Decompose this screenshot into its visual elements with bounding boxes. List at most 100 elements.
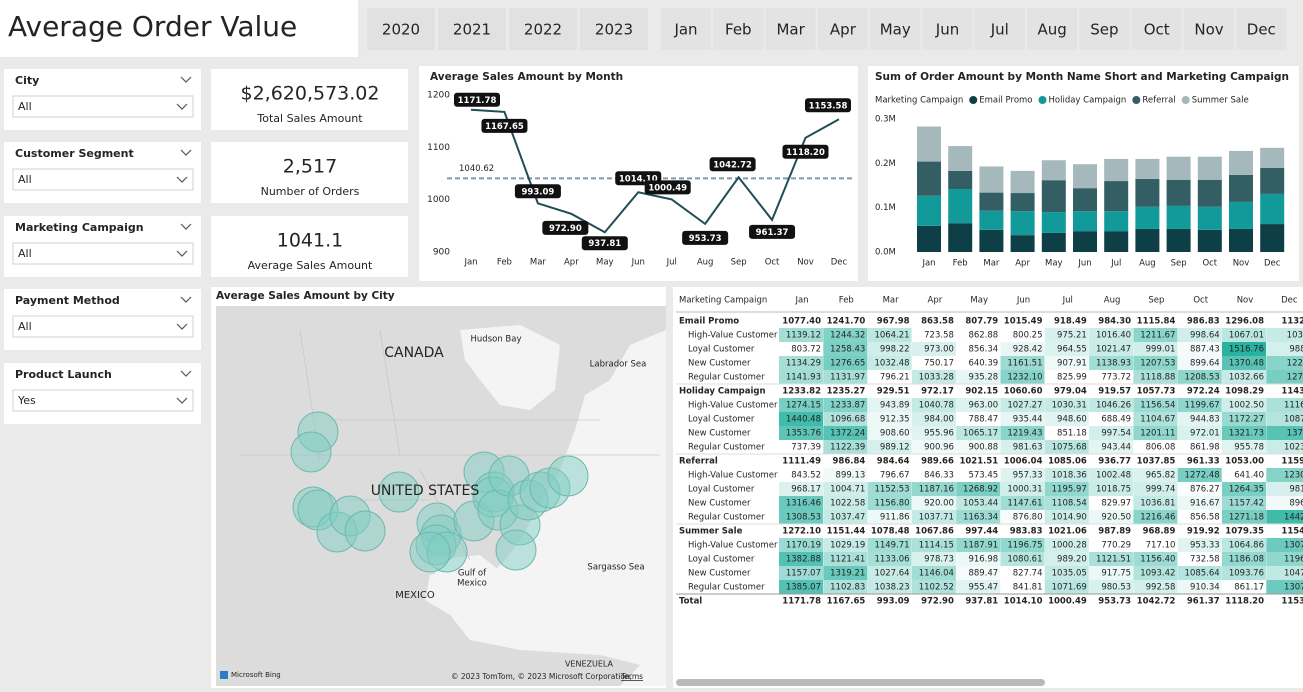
bar-segment[interactable]	[1166, 156, 1191, 180]
slicer-dropdown[interactable]	[12, 95, 194, 118]
bar-segment[interactable]	[917, 126, 941, 162]
map-terms[interactable]: Terms	[620, 672, 643, 681]
city-bubble[interactable]	[547, 455, 589, 497]
bar-segment[interactable]	[1104, 231, 1129, 252]
bar-segment[interactable]	[1104, 158, 1129, 182]
bar-segment[interactable]	[1260, 193, 1285, 225]
month-button[interactable]	[1184, 8, 1234, 50]
bar-segment[interactable]	[1197, 179, 1222, 207]
matrix-cell-bg	[823, 496, 868, 510]
bar-segment[interactable]	[1010, 235, 1035, 252]
month-button[interactable]	[922, 8, 973, 50]
bar-segment[interactable]	[1260, 167, 1285, 194]
city-bubble[interactable]	[409, 531, 451, 573]
matrix-cell: 843.52	[791, 471, 821, 481]
header-card	[0, 0, 358, 57]
bar-segment[interactable]	[1166, 205, 1191, 229]
bar-segment[interactable]	[948, 146, 973, 171]
data-label-box	[581, 236, 628, 251]
slicer-dropdown[interactable]	[12, 168, 194, 191]
year-button[interactable]	[367, 8, 435, 50]
matrix-row-label: Regular Customer	[688, 513, 765, 523]
legend-label[interactable]: Referral	[1142, 96, 1175, 106]
bar-segment[interactable]	[1041, 160, 1066, 181]
y-tick-label: 900	[433, 248, 450, 258]
legend-label[interactable]: Email Promo	[979, 96, 1032, 106]
city-bubble[interactable]	[495, 529, 537, 571]
matrix-cell: 1147.61	[1007, 499, 1042, 509]
bar-segment[interactable]	[1041, 180, 1066, 213]
bar-segment[interactable]	[1135, 228, 1160, 252]
bar-segment[interactable]	[1104, 211, 1129, 232]
bar-segment[interactable]	[1197, 229, 1222, 252]
bar-segment[interactable]	[1073, 211, 1097, 232]
slicer-dropdown[interactable]	[12, 242, 194, 265]
year-button[interactable]	[509, 8, 577, 50]
bar-segment[interactable]	[948, 189, 973, 224]
bar-segment[interactable]	[1073, 231, 1097, 252]
x-tick-label: Apr	[564, 258, 579, 268]
bar-segment[interactable]	[1229, 228, 1253, 252]
matrix-cell: 723.58	[924, 331, 954, 341]
bar-segment[interactable]	[1073, 188, 1097, 212]
bar-segment[interactable]	[1010, 211, 1035, 236]
month-button[interactable]	[1131, 8, 1182, 50]
month-button[interactable]	[661, 8, 711, 50]
bar-segment[interactable]	[1010, 193, 1035, 212]
year-button[interactable]	[438, 8, 506, 50]
bar-segment[interactable]	[979, 229, 1004, 252]
matrix-cell-bg	[823, 356, 868, 370]
slicer-dropdown[interactable]	[12, 389, 194, 412]
bar-segment[interactable]	[917, 225, 941, 252]
city-bubble[interactable]	[378, 471, 420, 513]
bar-segment[interactable]	[979, 210, 1004, 230]
scrollbar[interactable]	[676, 679, 1045, 686]
bar-segment[interactable]	[1104, 181, 1129, 212]
bar-segment[interactable]	[1010, 170, 1035, 194]
bar-segment[interactable]	[1135, 158, 1160, 179]
bar-segment[interactable]	[1166, 179, 1191, 206]
bar-segment[interactable]	[1229, 174, 1253, 202]
month-button[interactable]	[713, 8, 764, 50]
month-button[interactable]	[817, 8, 868, 50]
month-button[interactable]	[1027, 8, 1078, 50]
matrix-cell-bg	[1044, 580, 1089, 594]
bar-segment[interactable]	[1229, 201, 1253, 229]
bar-segment[interactable]	[1041, 232, 1066, 252]
matrix-cell-bg	[911, 468, 956, 482]
legend-label[interactable]: Summer Sale	[1192, 96, 1249, 106]
bar-segment[interactable]	[1041, 212, 1066, 233]
matrix-cell: 900.88	[968, 443, 998, 453]
month-button[interactable]	[974, 8, 1025, 50]
bar-segment[interactable]	[1260, 147, 1285, 168]
bar-segment[interactable]	[1135, 206, 1160, 229]
bar-segment[interactable]	[1260, 224, 1285, 252]
month-button[interactable]	[765, 8, 816, 50]
bar-segment[interactable]	[1135, 178, 1160, 207]
bar-segment[interactable]	[948, 170, 973, 190]
matrix-column-header: Oct	[1193, 296, 1208, 306]
year-button[interactable]	[580, 8, 648, 50]
bar-segment[interactable]	[1073, 164, 1097, 189]
bar-segment[interactable]	[917, 195, 941, 226]
matrix-cell-bg	[911, 440, 956, 454]
matrix-cell: 1111.49	[782, 457, 821, 467]
legend-label[interactable]: Holiday Campaign	[1049, 96, 1127, 106]
city-bubble[interactable]	[290, 431, 332, 473]
matrix-cell-bg	[1000, 440, 1045, 454]
bar-segment[interactable]	[979, 166, 1004, 193]
bar-segment[interactable]	[1197, 206, 1222, 230]
matrix-row-label: Regular Customer	[688, 583, 765, 593]
slicer-dropdown[interactable]	[12, 315, 194, 338]
bar-segment[interactable]	[1229, 150, 1253, 175]
bar-segment[interactable]	[1197, 156, 1222, 180]
month-button[interactable]	[870, 8, 921, 50]
city-bubble[interactable]	[344, 510, 386, 552]
bar-segment[interactable]	[948, 223, 973, 252]
bar-segment[interactable]	[979, 192, 1004, 211]
month-button[interactable]	[1236, 8, 1287, 50]
month-button[interactable]	[1079, 8, 1130, 50]
bar-segment[interactable]	[917, 161, 941, 196]
bar-segment[interactable]	[1166, 228, 1191, 252]
